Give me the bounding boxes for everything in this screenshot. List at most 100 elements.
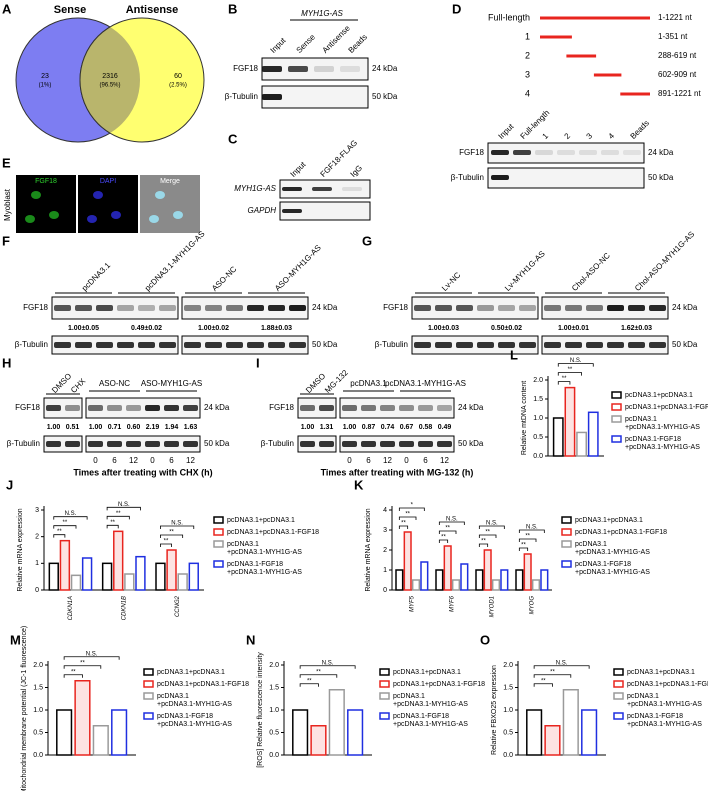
row-label: FGF18 — [233, 64, 258, 73]
time-label: 6 — [169, 456, 174, 465]
sig-label: ** — [316, 669, 321, 675]
size-label: 24 kDa — [648, 148, 674, 157]
blot-band — [342, 405, 357, 411]
legend-line: +pcDNA3.1-MYH1G-AS — [157, 701, 232, 708]
bar — [526, 709, 543, 756]
quant-label: 0.58 — [419, 424, 433, 431]
blot-band — [628, 305, 645, 311]
blot-band — [226, 305, 243, 311]
panel-label: E — [2, 155, 11, 170]
legend-swatch — [611, 435, 622, 443]
blot-band — [183, 405, 198, 411]
bar — [491, 579, 501, 591]
panel-label: J — [6, 477, 13, 492]
blot-frame — [541, 335, 669, 355]
blot-band — [491, 150, 509, 155]
blot-band — [159, 305, 176, 311]
blot-band — [435, 305, 452, 311]
sig-bracket — [299, 665, 356, 669]
blot-frame — [51, 296, 179, 320]
blot-band — [288, 66, 308, 72]
bar — [81, 557, 93, 591]
y-axis-title: Relative mRNA expression — [365, 508, 372, 591]
sig-bracket — [63, 674, 83, 678]
sig-label: ** — [445, 526, 450, 532]
legend-swatch — [379, 668, 390, 676]
quant-label: 1.88±0.03 — [261, 325, 292, 332]
blot-band — [289, 342, 306, 348]
blot-frame — [487, 167, 645, 189]
blot-band — [88, 441, 103, 447]
blot-band — [159, 342, 176, 348]
y-tick-label: 1.0 — [503, 707, 513, 714]
legend-label: pcDNA3.1-FGF18 +pcDNA3.1-MYH1G-AS — [393, 713, 468, 728]
time-label: 0 — [93, 456, 98, 465]
legend-line: pcDNA3.1+pcDNA3.1 — [393, 669, 461, 676]
sig-bracket — [106, 524, 119, 529]
bar — [403, 531, 412, 591]
legend-swatch — [561, 516, 572, 524]
sig-bracket — [160, 525, 195, 529]
time-label: 12 — [186, 456, 195, 465]
group-label: MYH1G-AS — [301, 9, 343, 18]
bar — [531, 579, 541, 591]
legend-line: +pcDNA3.1-MYH1G-AS — [227, 549, 302, 556]
quant-label: 1.00±0.03 — [428, 325, 459, 332]
blot-band — [75, 342, 92, 348]
sig-label: N.S. — [118, 502, 130, 508]
sig-bracket — [63, 665, 102, 669]
legend-label: pcDNA3.1+pcDNA3.1 — [627, 669, 695, 676]
region-share: (96.5%) — [99, 83, 120, 89]
legend-swatch — [143, 668, 154, 676]
legend-swatch — [613, 668, 624, 676]
fragment-name: 4 — [525, 88, 530, 98]
quant-label: 1.62±0.03 — [621, 325, 652, 332]
sig-label: N.S. — [446, 517, 458, 523]
legend-line: pcDNA3.1+pcDNA3.1 — [157, 669, 225, 676]
legend-label: pcDNA3.1+pcDNA3.1 — [625, 392, 693, 399]
blot-band — [361, 441, 376, 447]
sig-bracket — [518, 547, 529, 551]
sig-label: N.S. — [65, 511, 77, 517]
sig-label: ** — [307, 678, 312, 684]
panel-label: K — [354, 477, 364, 492]
blot-band — [399, 405, 414, 411]
quant-label: 1.00 — [47, 424, 61, 431]
legend-swatch — [379, 680, 390, 688]
blot-band — [96, 342, 113, 348]
legend-label: pcDNA3.1+pcDNA3.1-FGF18 — [625, 404, 708, 411]
blot-frame — [51, 335, 179, 355]
set-name: Sense — [54, 4, 86, 16]
fragment-name: 1 — [525, 31, 530, 41]
legend-swatch — [611, 415, 622, 423]
sig-bracket — [478, 543, 489, 547]
y-tick-label: 0.0 — [503, 752, 513, 759]
y-tick-label: 2.0 — [503, 662, 513, 669]
quant-label: 0.49 — [438, 424, 452, 431]
bar — [544, 725, 561, 756]
blot-frame — [181, 335, 309, 355]
bar — [347, 709, 364, 756]
blot-band — [145, 441, 160, 447]
blot-band — [126, 405, 141, 411]
region-count: 2316 — [102, 73, 118, 80]
sig-bracket — [557, 372, 582, 376]
blot-band — [649, 342, 666, 348]
blot-frame — [279, 201, 371, 221]
time-label: 6 — [423, 456, 428, 465]
row-label: β-Tubulin — [15, 340, 48, 349]
y-tick-label: 0 — [383, 587, 387, 594]
fragment-name: 3 — [525, 69, 530, 79]
legend-label: pcDNA3.1+pcDNA3.1-FGF18 — [157, 681, 249, 688]
size-label: 50 kDa — [372, 92, 398, 101]
y-tick-label: 0.5 — [503, 729, 513, 736]
row-label: FGF18 — [383, 303, 408, 312]
blot-band — [418, 405, 433, 411]
legend-label: pcDNA3.1 +pcDNA3.1-MYH1G-AS — [627, 693, 702, 708]
blot-band — [361, 405, 376, 411]
channel-label: DAPI — [100, 178, 116, 185]
bar — [111, 709, 128, 756]
y-tick-label: 1.5 — [269, 684, 279, 691]
sig-bracket — [478, 525, 505, 529]
